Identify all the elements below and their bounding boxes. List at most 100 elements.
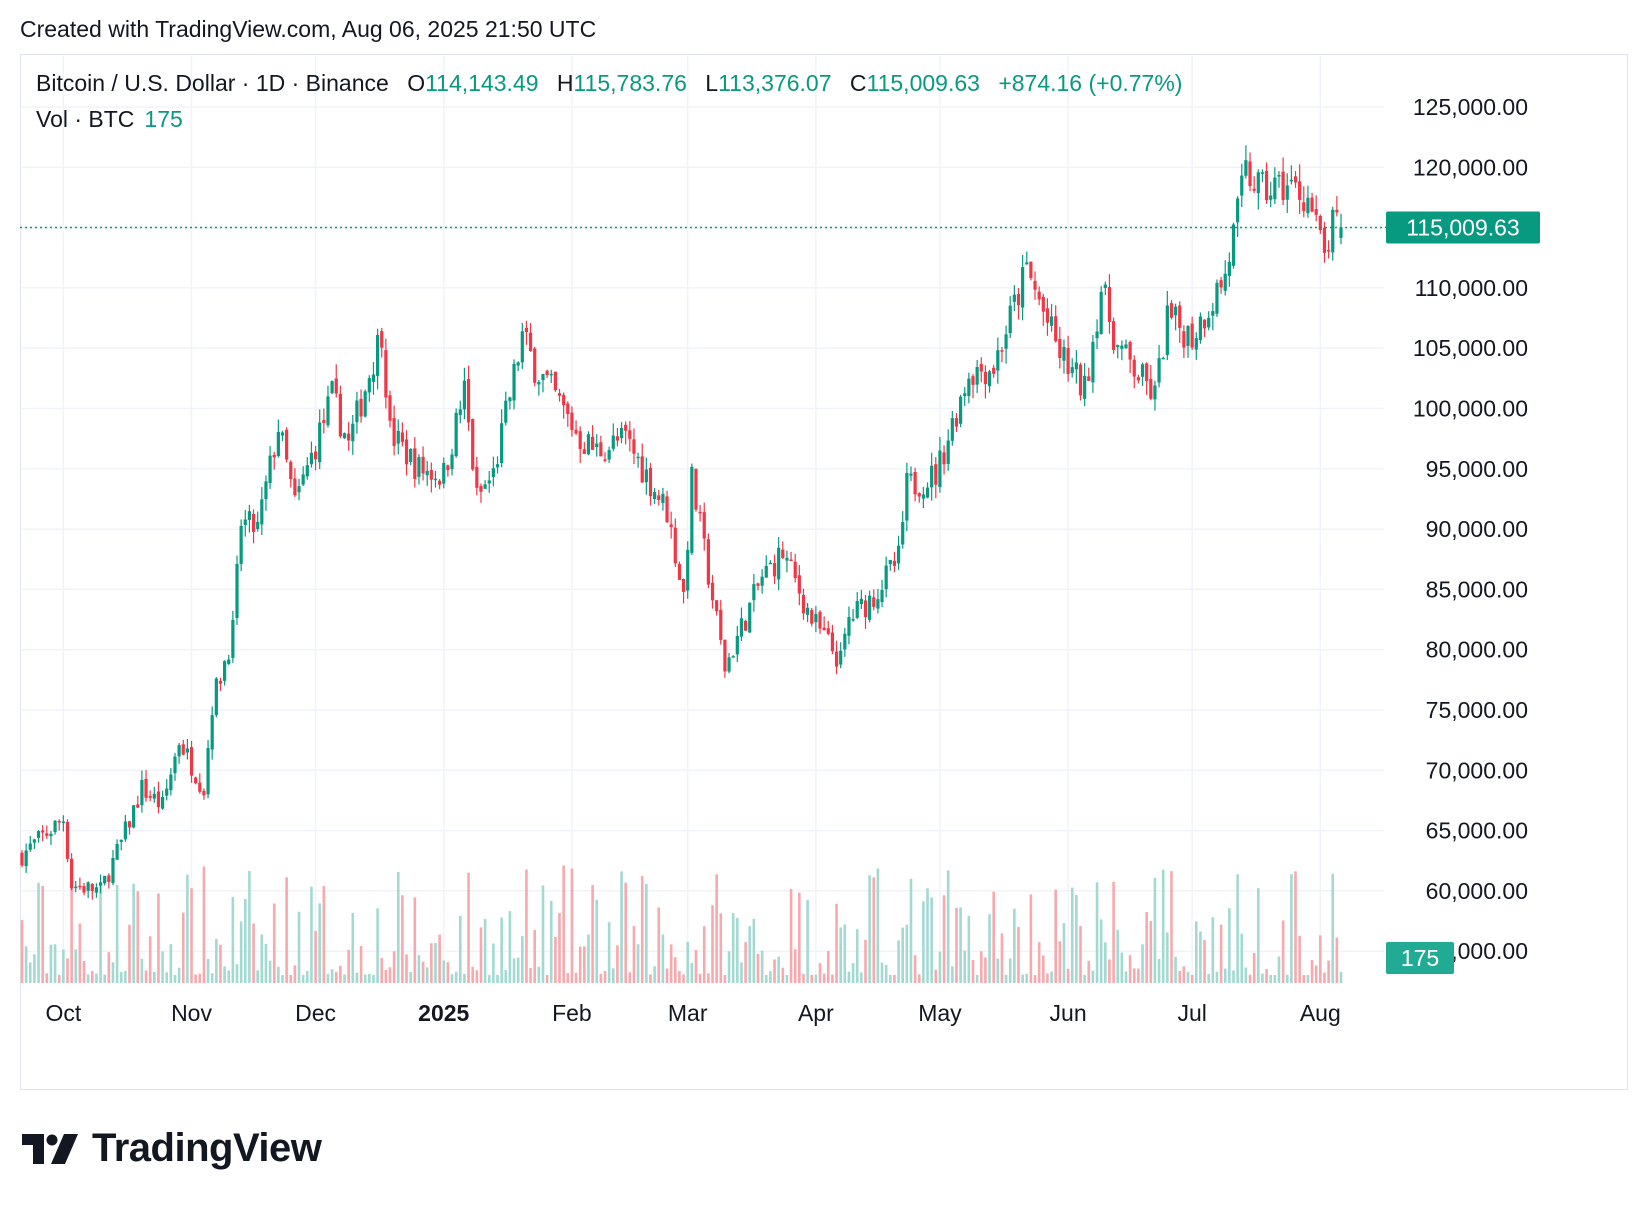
candle-body <box>454 412 458 457</box>
volume-bar <box>992 891 995 983</box>
volume-bar <box>239 921 243 983</box>
candle-body <box>706 539 710 585</box>
candle-body <box>619 427 624 439</box>
candle-body <box>810 610 814 624</box>
candle-body <box>1281 171 1285 201</box>
candle-body <box>958 396 963 424</box>
candle-body <box>152 793 156 799</box>
symbol-title[interactable]: Bitcoin / U.S. Dollar · 1D · Binance <box>36 70 389 96</box>
volume-bar <box>1302 975 1306 983</box>
volume-bar <box>376 908 379 983</box>
candle-body <box>1136 377 1140 381</box>
volume-bar <box>525 869 528 983</box>
candle-body <box>768 562 772 565</box>
time-axis[interactable]: Oct Nov Dec 2025 Feb Mar Apr May Jun Jul Aug <box>45 1000 1340 1026</box>
volume-label[interactable]: Vol · BTC <box>36 106 135 132</box>
volume-bar <box>82 961 86 983</box>
volume-bar <box>715 874 718 983</box>
candle-body <box>1215 282 1219 314</box>
candle-body <box>1054 316 1058 342</box>
volume-legend: Vol · BTC 175 <box>36 106 183 133</box>
candle-body <box>760 576 764 586</box>
y-tick-label: 125,000.00 <box>1413 94 1528 120</box>
candle-body <box>723 639 727 672</box>
candle-body <box>777 547 781 580</box>
volume-bar <box>235 964 239 983</box>
y-tick-label: 95,000.00 <box>1426 456 1528 482</box>
candle-body <box>632 439 636 454</box>
volume-bar <box>401 895 404 983</box>
candle-body <box>1194 338 1198 350</box>
volume-bar <box>252 923 255 983</box>
volume-bar <box>963 950 967 983</box>
candle-body <box>1302 202 1306 212</box>
volume-bar <box>471 966 474 983</box>
candle-body <box>1260 172 1265 174</box>
candle-body <box>256 521 260 529</box>
candle-body <box>1219 280 1223 288</box>
chart-frame[interactable] <box>20 54 1628 1090</box>
volume-bar <box>1153 877 1157 983</box>
volume-bar <box>835 903 838 983</box>
x-tick-label: Oct <box>45 1000 81 1026</box>
candle-body <box>669 524 673 528</box>
low-key: L <box>705 70 719 96</box>
volume-bar <box>843 924 847 983</box>
volume-bar <box>310 886 313 983</box>
volume-bar <box>396 872 400 983</box>
candle-body <box>719 609 723 640</box>
volume-bar <box>649 974 652 983</box>
chart-legend: Bitcoin / U.S. Dollar · 1D · Binance O11… <box>36 70 1182 97</box>
volume-bar <box>301 974 305 983</box>
close-key: C <box>849 70 867 96</box>
candle-body <box>384 350 388 398</box>
candle-body <box>1132 359 1136 377</box>
volume-bar <box>785 974 789 983</box>
candle-body <box>1124 344 1128 349</box>
volume-bar <box>1223 968 1227 983</box>
candle-body <box>1207 317 1211 328</box>
volume-bar <box>1008 958 1012 983</box>
volume-bar <box>607 922 611 983</box>
volume-bar <box>603 971 607 983</box>
candle-body <box>198 782 202 792</box>
volume-bar <box>1194 921 1198 983</box>
candle-body <box>1240 175 1244 196</box>
y-tick-label: 80,000.00 <box>1426 637 1528 663</box>
candle-body <box>94 887 99 893</box>
volume-badge: 175 <box>1386 942 1454 974</box>
candle-body <box>1236 198 1240 223</box>
price-axis[interactable]: 125,000.00120,000.00115,000.00110,000.00… <box>1413 94 1528 964</box>
volume-bar <box>1285 974 1289 983</box>
candle-body <box>148 795 152 798</box>
candle-body <box>806 607 810 615</box>
candle-body <box>781 549 785 558</box>
volume-bar <box>1087 960 1091 983</box>
volume-bar <box>1029 894 1033 983</box>
candle-body <box>1021 267 1025 308</box>
volume-bar <box>868 875 871 983</box>
candle-body <box>49 833 53 837</box>
volume-bar <box>554 937 557 983</box>
candle-body <box>355 400 359 423</box>
volume-bar <box>545 974 549 983</box>
y-tick-label: 85,000.00 <box>1426 576 1528 602</box>
volume-bar <box>446 962 450 983</box>
candle-body <box>471 419 475 470</box>
candle-body <box>1335 209 1339 213</box>
volume-bar <box>479 927 483 983</box>
candle-body <box>1277 175 1281 177</box>
volume-bar <box>889 974 892 983</box>
volume-bar <box>95 973 98 983</box>
volume-bar <box>711 905 714 983</box>
candle-body <box>1293 176 1298 183</box>
candle-body <box>752 584 756 601</box>
volume-bar <box>1104 942 1107 983</box>
high-key: H <box>556 70 574 96</box>
volume-bar <box>483 919 487 983</box>
tradingview-logo[interactable]: TradingView <box>22 1126 322 1171</box>
volume-bar <box>53 944 57 983</box>
candle-body <box>1033 280 1037 290</box>
volume-bar <box>707 973 710 983</box>
